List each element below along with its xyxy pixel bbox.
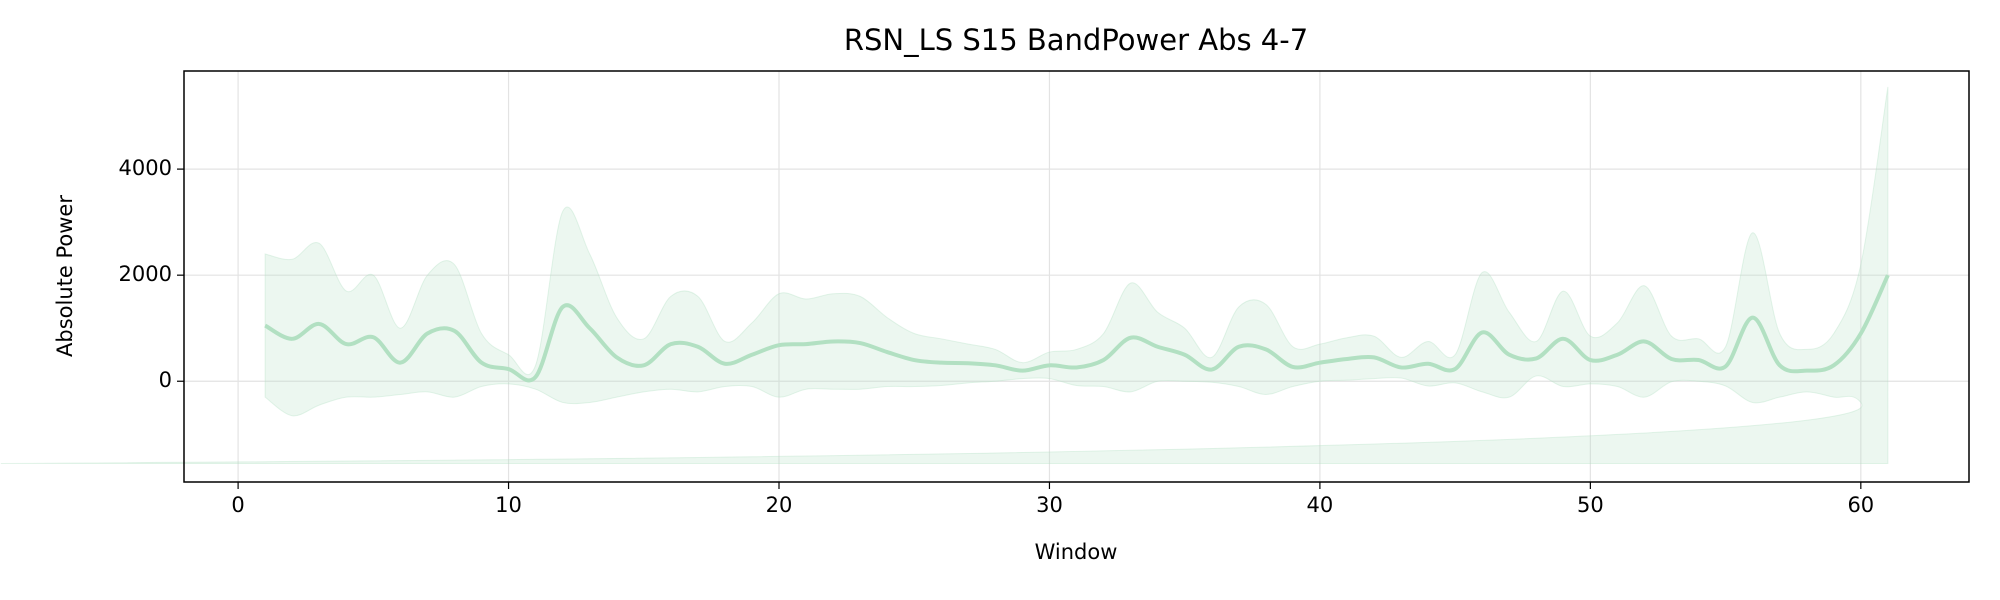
- y-tick-label: 4000: [119, 156, 172, 180]
- plot-frame: [183, 70, 1970, 483]
- x-tick-label: 10: [495, 493, 522, 517]
- x-tick-label: 60: [1847, 493, 1874, 517]
- x-tick-label: 20: [766, 493, 793, 517]
- y-axis-label: Absolute Power: [53, 195, 77, 357]
- std-band: [0, 86, 1889, 464]
- x-tick-label: 50: [1577, 493, 1604, 517]
- y-tick-label: 2000: [119, 262, 172, 286]
- chart-title: RSN_LS S15 BandPower Abs 4-7: [844, 23, 1308, 57]
- x-tick-label: 0: [231, 493, 244, 517]
- mean-line: [264, 274, 1890, 383]
- x-tick-label: 40: [1307, 493, 1334, 517]
- x-tick-label: 30: [1036, 493, 1063, 517]
- y-tick-label: 0: [159, 368, 172, 392]
- x-axis-label: Window: [1035, 540, 1118, 564]
